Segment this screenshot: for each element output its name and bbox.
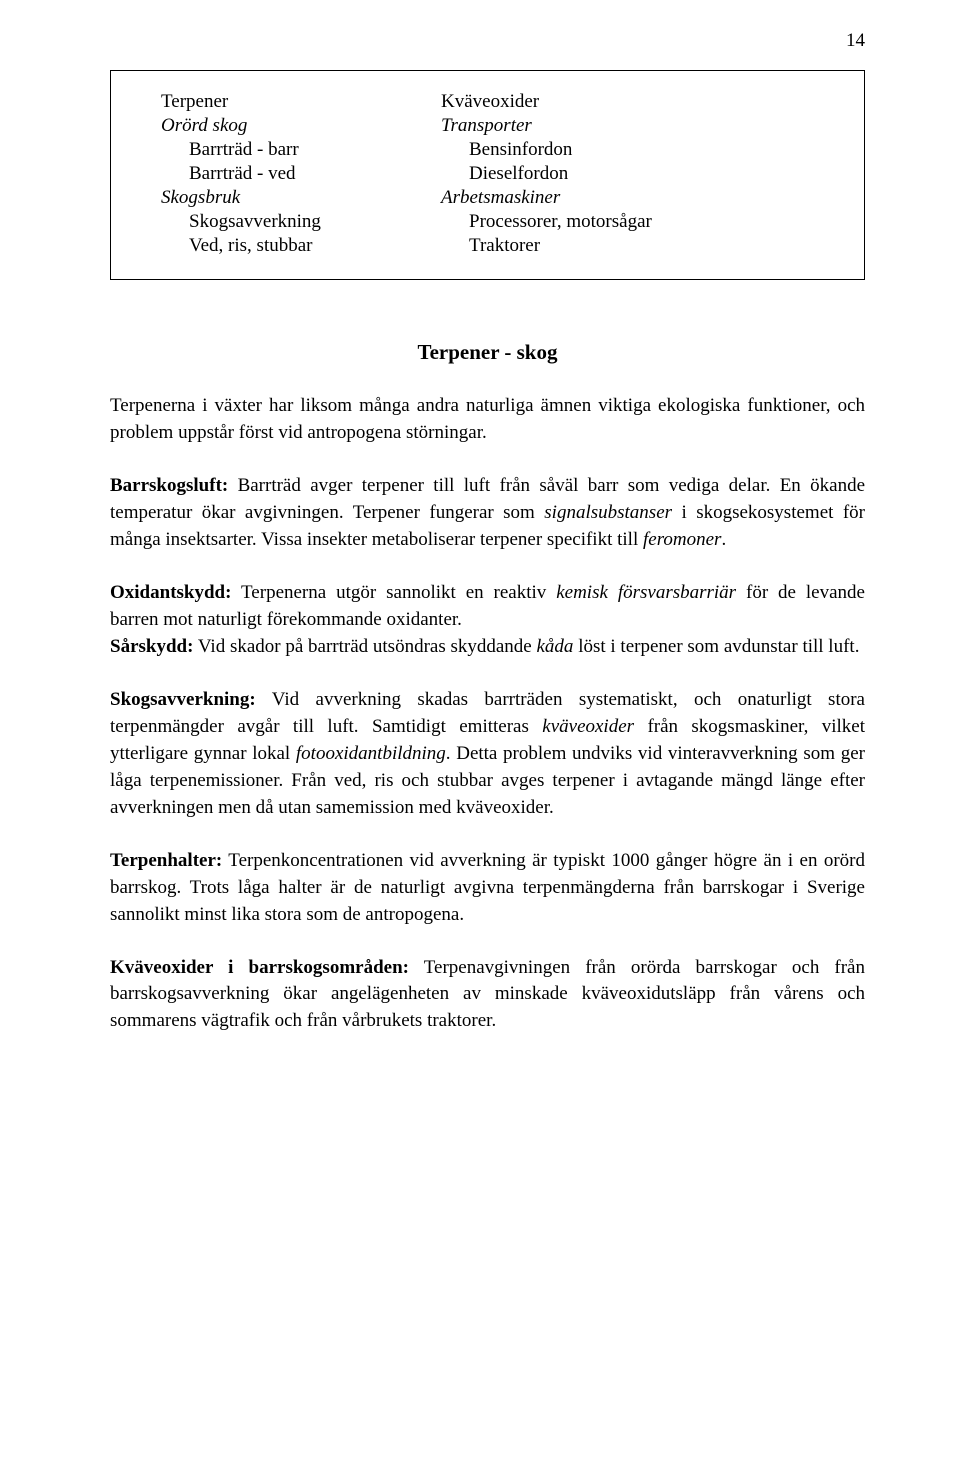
left-sub-2: Skogsbruk — [161, 187, 441, 209]
paragraph-4: Skogsavverkning: Vid avverkning skadas b… — [110, 687, 865, 822]
p2-text: . — [721, 529, 726, 550]
box-columns: Terpener Orörd skog Barrträd - barr Barr… — [161, 91, 834, 259]
p2-label: Barrskogsluft: — [110, 475, 228, 496]
box-left-column: Terpener Orörd skog Barrträd - barr Barr… — [161, 91, 441, 259]
p2-italic: feromoner — [643, 529, 721, 550]
page-number: 14 — [846, 30, 865, 52]
right-item: Dieselfordon — [441, 163, 834, 185]
left-head: Terpener — [161, 91, 441, 113]
p3-label-2: Sårskydd: — [110, 636, 193, 657]
right-item: Bensinfordon — [441, 139, 834, 161]
p4-italic: kväveoxider — [542, 716, 634, 737]
right-item: Traktorer — [441, 235, 834, 257]
section-title: Terpener - skog — [110, 340, 865, 365]
paragraph-3: Oxidantskydd: Terpenerna utgör sannolikt… — [110, 580, 865, 661]
right-sub-1: Transporter — [441, 115, 834, 137]
p3-italic: kemisk försvarsbarriär — [556, 582, 736, 603]
right-sub-2: Arbetsmaskiner — [441, 187, 834, 209]
terms-box: Terpener Orörd skog Barrträd - barr Barr… — [110, 70, 865, 280]
p2-italic: signalsubstanser — [544, 502, 672, 523]
p5-label: Terpenhalter: — [110, 850, 222, 871]
p3-text: löst i terpener som avdunstar till luft. — [573, 636, 859, 657]
paragraph-5: Terpenhalter: Terpenkoncentrationen vid … — [110, 848, 865, 929]
left-item: Barrträd - barr — [161, 139, 441, 161]
p3-label-1: Oxidantskydd: — [110, 582, 231, 603]
p3-text: Vid skador på barrträd utsöndras skyddan… — [193, 636, 536, 657]
box-right-column: Kväveoxider Transporter Bensinfordon Die… — [441, 91, 834, 259]
paragraph-6: Kväveoxider i barrskogsområden: Terpenav… — [110, 955, 865, 1036]
p6-label: Kväveoxider i barrskogsområden: — [110, 957, 409, 978]
p5-text: Terpenkoncentrationen vid avverkning är … — [110, 850, 865, 925]
paragraph-1: Terpenerna i växter har liksom många and… — [110, 393, 865, 447]
left-sub-1: Orörd skog — [161, 115, 441, 137]
right-item: Processorer, motorsågar — [441, 211, 834, 233]
p4-italic: fotooxidantbildning — [296, 743, 446, 764]
p3-text: Terpenerna utgör sannolikt en reaktiv — [231, 582, 556, 603]
left-item: Skogsavverkning — [161, 211, 441, 233]
right-head: Kväveoxider — [441, 91, 834, 113]
left-item: Barrträd - ved — [161, 163, 441, 185]
p4-label: Skogsavverkning: — [110, 689, 256, 710]
document-page: 14 Terpener Orörd skog Barrträd - barr B… — [0, 0, 960, 1470]
left-item: Ved, ris, stubbar — [161, 235, 441, 257]
paragraph-2: Barrskogsluft: Barrträd avger terpener t… — [110, 473, 865, 554]
p3-italic: kåda — [537, 636, 574, 657]
